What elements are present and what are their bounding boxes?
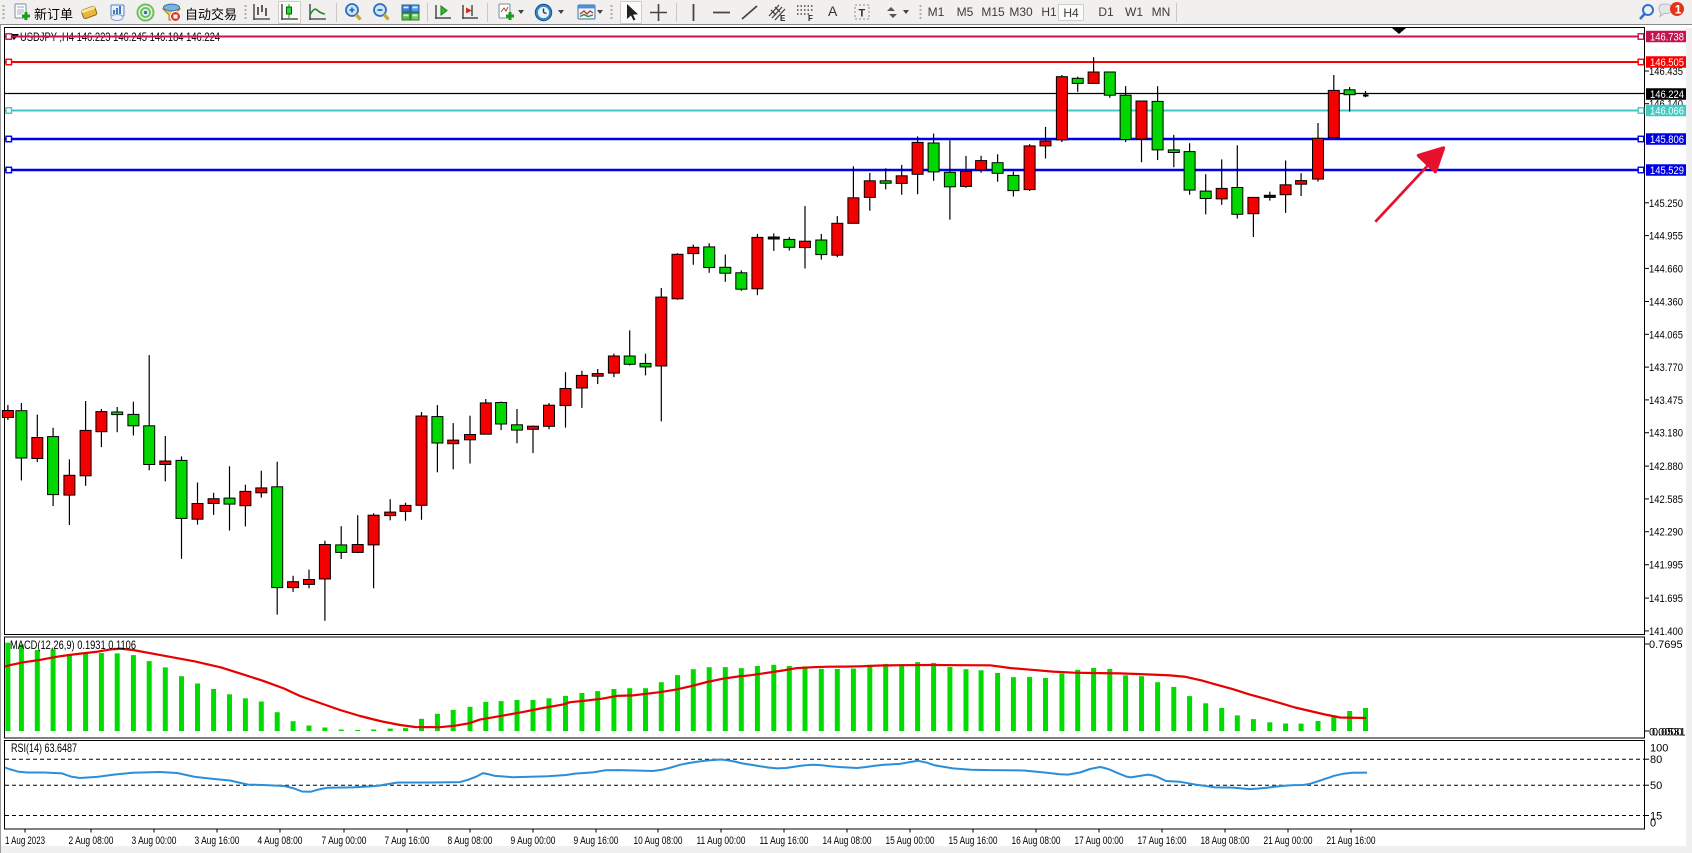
svg-text:145.529: 145.529 [1650,165,1684,177]
svg-text:146.066: 146.066 [1650,106,1684,118]
svg-text:145.806: 145.806 [1650,134,1684,146]
svg-text:143.770: 143.770 [1649,362,1683,374]
svg-text:144.360: 144.360 [1649,297,1683,309]
svg-text:RSI(14) 63.6487: RSI(14) 63.6487 [11,741,77,755]
svg-text:141.995: 141.995 [1649,560,1683,572]
svg-text:4 Aug 08:00: 4 Aug 08:00 [258,835,303,847]
svg-text:141.400: 141.400 [1649,626,1683,638]
svg-text:15: 15 [1650,811,1662,823]
svg-text:80: 80 [1650,754,1662,766]
svg-text:0.7695: 0.7695 [1649,639,1683,651]
svg-text:1: 1 [1675,2,1682,16]
svg-text:146.224: 146.224 [1650,89,1684,101]
svg-text:144.955: 144.955 [1649,231,1683,243]
svg-text:17 Aug 16:00: 17 Aug 16:00 [1138,835,1187,847]
svg-text:18 Aug 08:00: 18 Aug 08:00 [1201,835,1250,847]
svg-text:17 Aug 00:00: 17 Aug 00:00 [1075,835,1124,847]
svg-text:7 Aug 16:00: 7 Aug 16:00 [385,835,430,847]
svg-text:0.0000: 0.0000 [1649,727,1683,739]
svg-text:144.660: 144.660 [1649,263,1683,275]
svg-text:MACD(12,26,9) 0.1931 0.1106: MACD(12,26,9) 0.1931 0.1106 [10,638,136,652]
svg-text:9 Aug 16:00: 9 Aug 16:00 [574,835,619,847]
svg-text:142.585: 142.585 [1649,494,1683,506]
svg-text:15 Aug 16:00: 15 Aug 16:00 [949,835,998,847]
svg-text:144.065: 144.065 [1649,329,1683,341]
svg-text:100: 100 [1650,743,1668,755]
svg-text:21 Aug 00:00: 21 Aug 00:00 [1264,835,1313,847]
svg-text:1 Aug 2023: 1 Aug 2023 [5,835,45,847]
svg-text:9 Aug 00:00: 9 Aug 00:00 [511,835,556,847]
svg-text:F: F [808,14,813,23]
svg-text:143.180: 143.180 [1649,428,1683,440]
svg-text:T: T [859,8,866,20]
svg-text:142.290: 142.290 [1649,527,1683,539]
svg-text:8 Aug 08:00: 8 Aug 08:00 [448,835,493,847]
svg-text:146.435: 146.435 [1649,66,1683,78]
svg-text:11 Aug 16:00: 11 Aug 16:00 [760,835,809,847]
svg-text:0: 0 [1650,818,1656,830]
svg-text:3 Aug 00:00: 3 Aug 00:00 [132,835,177,847]
svg-text:142.880: 142.880 [1649,461,1683,473]
svg-text:15 Aug 00:00: 15 Aug 00:00 [886,835,935,847]
svg-text:10 Aug 08:00: 10 Aug 08:00 [634,835,683,847]
svg-text:E: E [780,14,786,23]
svg-text:7 Aug 00:00: 7 Aug 00:00 [322,835,367,847]
svg-text:145.250: 145.250 [1649,198,1683,210]
svg-text:50: 50 [1650,780,1662,792]
svg-text:3 Aug 16:00: 3 Aug 16:00 [195,835,240,847]
svg-text:141.695: 141.695 [1649,593,1683,605]
svg-text:21 Aug 16:00: 21 Aug 16:00 [1327,835,1376,847]
svg-text:146.738: 146.738 [1650,32,1684,44]
svg-text:14 Aug 08:00: 14 Aug 08:00 [823,835,872,847]
svg-text:143.475: 143.475 [1649,395,1683,407]
svg-text:16 Aug 08:00: 16 Aug 08:00 [1012,835,1061,847]
svg-text:0.0531: 0.0531 [1652,727,1686,739]
svg-text:146.505: 146.505 [1650,57,1684,69]
svg-text:11 Aug 00:00: 11 Aug 00:00 [697,835,746,847]
svg-text:2 Aug 08:00: 2 Aug 08:00 [69,835,114,847]
